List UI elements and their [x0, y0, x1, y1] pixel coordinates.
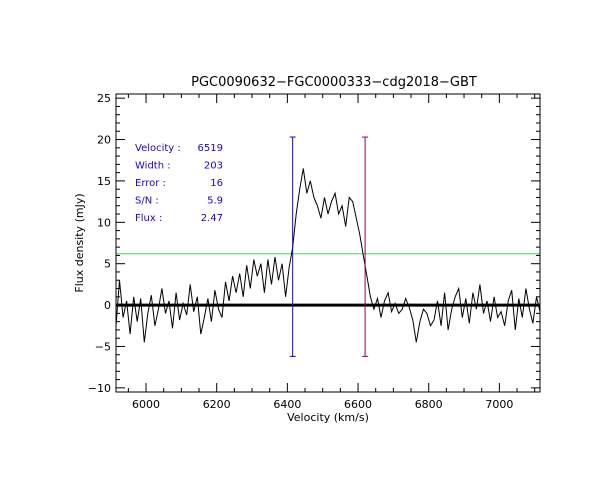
x-tick-label: 6600: [344, 398, 372, 411]
info-value: 6519: [198, 143, 223, 154]
info-value: 203: [204, 161, 223, 172]
y-tick-label: 5: [104, 258, 111, 271]
x-axis-label: Velocity (km/s): [287, 411, 369, 424]
y-tick-label: 10: [97, 216, 111, 229]
y-axis-label: Flux density (mJy): [73, 193, 86, 292]
x-tick-label: 6800: [415, 398, 443, 411]
plot-frame: [115, 93, 541, 393]
x-tick-label: 7000: [485, 398, 513, 411]
spectrum-line: [115, 168, 541, 343]
info-value: 16: [210, 178, 223, 189]
x-tick-label: 6400: [273, 398, 301, 411]
x-tick-label: 6200: [203, 398, 231, 411]
x-tick-label: 6000: [132, 398, 160, 411]
y-tick-label: −5: [95, 340, 111, 353]
info-value: 2.47: [201, 213, 223, 224]
y-tick-label: 25: [97, 92, 111, 105]
info-label: Error :: [135, 178, 166, 189]
info-label: Width :: [135, 161, 171, 172]
y-tick-label: 15: [97, 175, 111, 188]
info-label: Velocity :: [135, 143, 181, 154]
y-tick-label: 0: [104, 299, 111, 312]
y-tick-label: −10: [88, 382, 111, 395]
y-tick-label: 20: [97, 134, 111, 147]
info-label: S/N :: [135, 196, 159, 207]
info-label: Flux :: [135, 213, 162, 224]
info-value: 5.9: [207, 196, 223, 207]
chart-title: PGC0090632−FGC0000333−cdg2018−GBT: [191, 75, 477, 90]
